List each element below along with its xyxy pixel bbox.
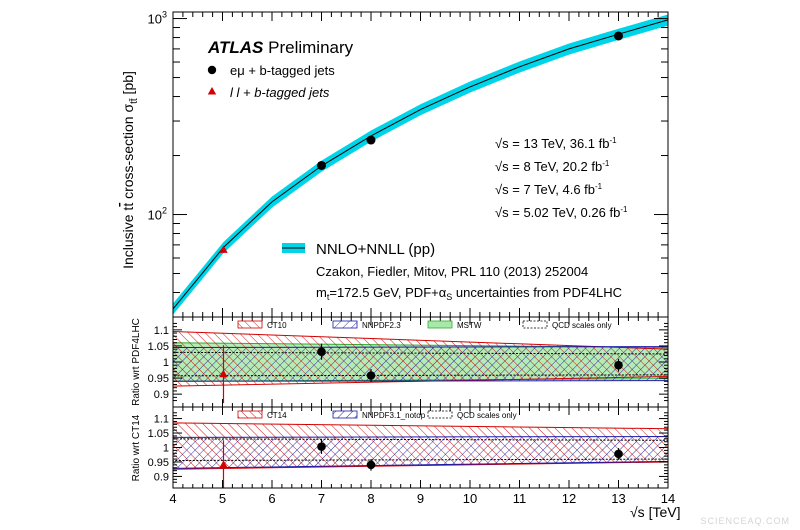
data-point-emu [317, 160, 326, 170]
y-tick-label: 1.05 [148, 428, 169, 440]
ratio-point-ll [219, 369, 228, 378]
data-point-ll [219, 245, 228, 253]
band-qcd-scales-only [173, 351, 668, 377]
legend-swatch-nnpdf23 [332, 320, 358, 329]
ratio-point-emu [366, 371, 376, 380]
watermark: SCIENCEAQ.COM [700, 516, 790, 526]
energy-label-8tev: √s = 8 TeV, 20.2 fb-1 [495, 159, 610, 174]
x-tick-label: 5 [219, 491, 226, 506]
ratio-panel-pdf4lhc: 0.9 0.95 1 1.05 1.1 Ratio wrt PDF4LHC CT10 N… [131, 316, 669, 408]
legend-label-emu: eμ + b-tagged jets [230, 63, 335, 78]
theory-legend: NNLO+NNLL (pp) Czakon, Fiedler, Mitov, P… [282, 241, 622, 302]
legend-label-mstw: MSTW [457, 321, 482, 330]
x-tick-label: 4 [169, 491, 176, 506]
data-point-emu [366, 135, 376, 145]
ratio-panel-ct14: 0.9 0.95 1 1.05 1.1 4 5 6 7 8 9 10 11 12 13 14 Ratio wr… [131, 406, 680, 520]
y-tick-label: 1.1 [154, 325, 169, 337]
ratio2-y-title: Ratio wrt CT14 [131, 414, 142, 481]
energy-label-13tev: √s = 13 TeV, 36.1 fb-1 [495, 136, 617, 151]
y-tick-label: 0.95 [148, 373, 169, 385]
y-tick-label: 1 [163, 357, 169, 369]
data-point-emu [614, 31, 623, 41]
ratio2-legend: CT14 NNPDF3.1_notop QCD scales only [237, 410, 517, 420]
theory-line [173, 19, 668, 310]
band-qcd-scales-only [173, 438, 668, 462]
legend-main: eμ + b-tagged jets l l + b-tagged jets [207, 63, 335, 100]
ratio-point-emu [317, 442, 326, 451]
legend-marker-emu [207, 65, 217, 75]
legend-label-qcd-scales-2: QCD scales only [457, 411, 517, 420]
x-tick-label: 8 [367, 491, 374, 506]
y-tick-label: 0.95 [148, 457, 169, 469]
y-tick-label: 1.1 [154, 414, 169, 426]
y-tick-label: 0.9 [154, 389, 169, 401]
energy-labels: √s = 13 TeV, 36.1 fb-1 √s = 8 TeV, 20.2 … [495, 136, 628, 220]
y-tick-label: 0.9 [154, 471, 169, 483]
legend-label-ct10: CT10 [267, 321, 287, 330]
theory-uncertainty-note: mt=172.5 GeV, PDF+αS uncertainties from … [316, 285, 622, 302]
x-tick-label: 14 [661, 491, 675, 506]
theory-legend-label: NNLO+NNLL (pp) [316, 241, 435, 258]
y-tick-label-main: 103 [148, 10, 167, 27]
ratio1-y-title: Ratio wrt PDF4LHC [131, 318, 142, 406]
legend-label-nnpdf31: NNPDF3.1_notop [362, 411, 426, 420]
legend-swatch-qcd-scales-2 [427, 410, 453, 419]
legend-label-ct14: CT14 [267, 411, 287, 420]
legend-marker-ll [207, 87, 217, 95]
legend-swatch-ct14 [237, 410, 263, 419]
legend-swatch-qcd-scales-1 [522, 320, 548, 329]
y-tick-label-main: 102 [148, 206, 167, 223]
x-tick-label: 13 [611, 491, 625, 506]
ratio-point-ll [219, 460, 228, 468]
x-axis-title: √s [TeV] [630, 504, 680, 520]
legend-label-ll: l l + b-tagged jets [230, 85, 330, 100]
ratio-point-emu [614, 360, 623, 370]
band-nnpdf3-1-notop [173, 436, 668, 469]
legend-label-qcd-scales-1: QCD scales only [552, 321, 612, 330]
x-tick-label: 6 [268, 491, 275, 506]
ratio1-legend: CT10 NNPDF2.3 MSTW QCD scales only [237, 320, 612, 330]
legend-swatch-mstw [427, 320, 453, 329]
x-tick-label: 10 [463, 491, 477, 506]
band-nnpdf2-3 [173, 346, 668, 382]
main-panel: 102 103 Inclusive tt cross-section σtt̄ [… [120, 10, 669, 318]
theory-reference: Czakon, Fiedler, Mitov, PRL 110 (2013) 2… [316, 264, 588, 279]
energy-label-5tev: √s = 5.02 TeV, 0.26 fb-1 [495, 205, 628, 220]
ratio-point-emu [317, 347, 326, 357]
y-axis-title: Inclusive tt cross-section σtt̄ [pb] [120, 71, 140, 269]
legend-swatch-ct10 [237, 320, 263, 329]
y-tick-label: 1 [163, 443, 169, 455]
x-tick-label: 7 [318, 491, 325, 506]
x-tick-label: 11 [513, 491, 527, 506]
experiment-label: ATLAS Preliminary [207, 38, 354, 57]
ratio-point-emu [366, 460, 376, 470]
x-tick-label: 9 [417, 491, 424, 506]
energy-label-7tev: √s = 7 TeV, 4.6 fb-1 [495, 182, 603, 197]
legend-swatch-nnpdf31 [332, 410, 358, 419]
ratio-point-emu [614, 449, 623, 459]
x-tick-label: 12 [562, 491, 576, 506]
legend-label-nnpdf23: NNPDF2.3 [362, 321, 401, 330]
y-tick-label: 1.05 [148, 341, 169, 353]
